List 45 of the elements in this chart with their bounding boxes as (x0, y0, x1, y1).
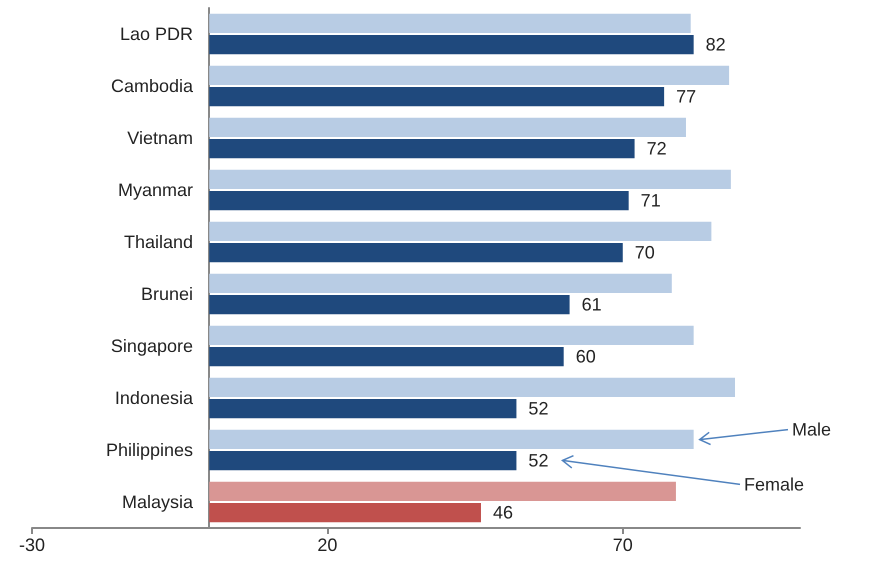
bar (209, 274, 672, 294)
data-label: 60 (576, 346, 596, 367)
bar (209, 450, 516, 470)
bar (209, 34, 694, 54)
data-label: 61 (582, 294, 602, 315)
x-tick-label: 70 (612, 535, 633, 555)
y-tick-label: Brunei (140, 284, 193, 304)
bar (209, 294, 570, 314)
text: Male (792, 420, 832, 440)
bar (209, 190, 629, 210)
bar (209, 482, 676, 502)
x-tick-label: 20 (317, 535, 338, 555)
y-tick-label: Singapore (110, 336, 193, 356)
data-label: 52 (528, 450, 548, 471)
data-label: 71 (640, 190, 661, 211)
data-label: 82 (706, 34, 726, 55)
bar (209, 502, 481, 522)
data-label: 52 (528, 398, 548, 419)
y-tick-label: Indonesia (114, 388, 194, 408)
y-tick-label: Thailand (124, 232, 193, 252)
bar (209, 346, 564, 366)
y-tick-label: Myanmar (118, 180, 194, 200)
bar (209, 14, 691, 34)
bar (209, 430, 694, 450)
y-tick-label: Malaysia (122, 492, 194, 512)
data-label: 46 (492, 502, 514, 523)
data-label: 70 (634, 242, 655, 263)
y-tick-label: Lao PDR (120, 24, 193, 44)
y-tick-label: Vietnam (127, 128, 193, 148)
bar (209, 378, 736, 398)
bar (209, 86, 664, 106)
bar (209, 138, 635, 158)
bar (209, 66, 730, 86)
y-tick-label: Philippines (106, 440, 193, 460)
data-label: 77 (676, 86, 696, 107)
data-label: 72 (646, 138, 667, 159)
bar (209, 242, 623, 262)
bar (209, 118, 686, 138)
bar (209, 398, 516, 418)
y-tick-label: Cambodia (110, 76, 194, 96)
bar (209, 222, 712, 242)
text: Female (744, 474, 804, 494)
bar (209, 326, 694, 346)
x-tick-label: -30 (18, 535, 46, 555)
bar (209, 170, 731, 190)
